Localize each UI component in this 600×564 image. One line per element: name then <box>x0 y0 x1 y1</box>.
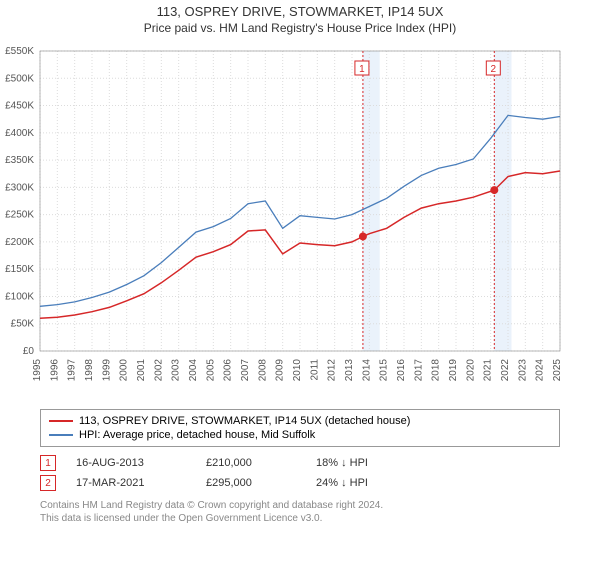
svg-text:2005: 2005 <box>205 359 216 382</box>
sale-marker-row: 2 17-MAR-2021 £295,000 24% ↓ HPI <box>40 473 560 493</box>
svg-text:2020: 2020 <box>465 359 476 382</box>
svg-text:£450K: £450K <box>5 101 34 112</box>
svg-text:2016: 2016 <box>396 359 407 382</box>
chart-container: 113, OSPREY DRIVE, STOWMARKET, IP14 5UX … <box>0 4 600 564</box>
svg-text:1998: 1998 <box>84 359 95 382</box>
svg-text:2004: 2004 <box>188 359 199 382</box>
svg-text:2008: 2008 <box>257 359 268 382</box>
svg-text:£300K: £300K <box>5 182 34 193</box>
svg-text:2006: 2006 <box>223 359 234 382</box>
chart-subtitle: Price paid vs. HM Land Registry's House … <box>0 21 600 35</box>
svg-text:2024: 2024 <box>535 359 546 382</box>
svg-text:£400K: £400K <box>5 128 34 139</box>
sale-date: 16-AUG-2013 <box>76 457 186 469</box>
svg-text:£350K: £350K <box>5 155 34 166</box>
svg-text:2012: 2012 <box>327 359 338 382</box>
footnote: Contains HM Land Registry data © Crown c… <box>40 499 600 525</box>
svg-text:2013: 2013 <box>344 359 355 382</box>
svg-text:2021: 2021 <box>483 359 494 382</box>
legend-swatch <box>49 420 73 422</box>
legend-row: 113, OSPREY DRIVE, STOWMARKET, IP14 5UX … <box>49 414 551 428</box>
legend-label: HPI: Average price, detached house, Mid … <box>79 429 315 441</box>
svg-text:£250K: £250K <box>5 210 34 221</box>
svg-text:2025: 2025 <box>552 359 563 382</box>
svg-text:2001: 2001 <box>136 359 147 382</box>
svg-text:2002: 2002 <box>153 359 164 382</box>
svg-text:2009: 2009 <box>275 359 286 382</box>
legend-box: 113, OSPREY DRIVE, STOWMARKET, IP14 5UX … <box>40 409 560 447</box>
svg-text:2022: 2022 <box>500 359 511 382</box>
svg-text:2000: 2000 <box>119 359 130 382</box>
svg-text:£150K: £150K <box>5 264 34 275</box>
svg-text:£0: £0 <box>23 346 35 357</box>
svg-text:2014: 2014 <box>361 359 372 382</box>
svg-text:2015: 2015 <box>379 359 390 382</box>
svg-text:2018: 2018 <box>431 359 442 382</box>
svg-text:2023: 2023 <box>517 359 528 382</box>
svg-text:£100K: £100K <box>5 291 34 302</box>
svg-text:1999: 1999 <box>101 359 112 382</box>
svg-text:1997: 1997 <box>67 359 78 382</box>
svg-text:£200K: £200K <box>5 237 34 248</box>
footnote-line: This data is licensed under the Open Gov… <box>40 512 600 525</box>
svg-text:£500K: £500K <box>5 73 34 84</box>
sale-marker-badge: 2 <box>40 475 56 491</box>
legend-row: HPI: Average price, detached house, Mid … <box>49 428 551 442</box>
sale-marker-badge: 1 <box>40 455 56 471</box>
svg-text:2019: 2019 <box>448 359 459 382</box>
legend-swatch <box>49 434 73 436</box>
sale-hpi-diff: 18% ↓ HPI <box>316 457 436 469</box>
svg-text:£550K: £550K <box>5 46 34 57</box>
chart-title: 113, OSPREY DRIVE, STOWMARKET, IP14 5UX <box>0 4 600 19</box>
svg-text:2007: 2007 <box>240 359 251 382</box>
svg-text:2: 2 <box>491 64 497 75</box>
svg-text:1: 1 <box>359 64 365 75</box>
footnote-line: Contains HM Land Registry data © Crown c… <box>40 499 600 512</box>
sale-marker-table: 1 16-AUG-2013 £210,000 18% ↓ HPI 2 17-MAR-202… <box>40 453 560 493</box>
chart-plot-area: £0£50K£100K£150K£200K£250K£300K£350K£400… <box>40 41 600 401</box>
sale-price: £295,000 <box>206 477 296 489</box>
chart-svg: £0£50K£100K£150K£200K£250K£300K£350K£400… <box>40 41 600 401</box>
svg-text:2010: 2010 <box>292 359 303 382</box>
svg-text:2011: 2011 <box>309 359 320 381</box>
sale-hpi-diff: 24% ↓ HPI <box>316 477 436 489</box>
legend-label: 113, OSPREY DRIVE, STOWMARKET, IP14 5UX … <box>79 415 410 427</box>
svg-text:£50K: £50K <box>11 319 35 330</box>
svg-text:2017: 2017 <box>413 359 424 382</box>
svg-text:1996: 1996 <box>49 359 60 382</box>
sale-date: 17-MAR-2021 <box>76 477 186 489</box>
sale-marker-row: 1 16-AUG-2013 £210,000 18% ↓ HPI <box>40 453 560 473</box>
sale-price: £210,000 <box>206 457 296 469</box>
svg-text:2003: 2003 <box>171 359 182 382</box>
svg-text:1995: 1995 <box>32 359 43 382</box>
